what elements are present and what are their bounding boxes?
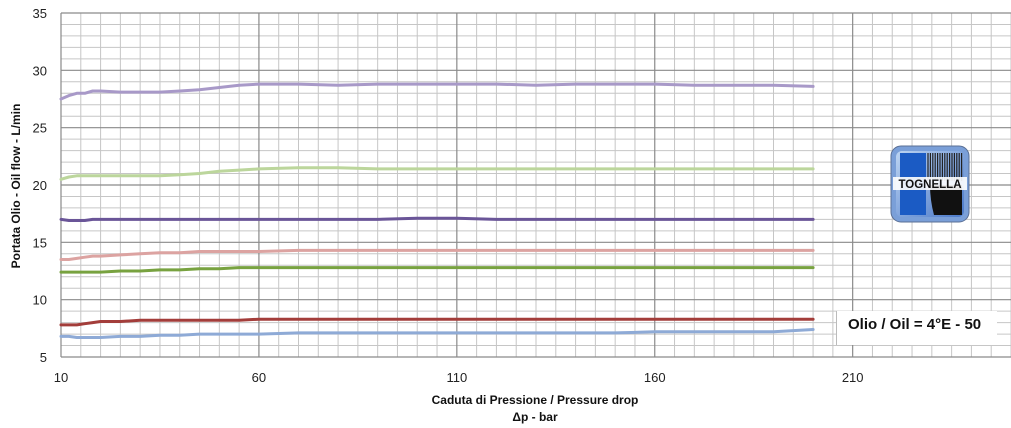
x-axis-title: Caduta di Pressione / Pressure drop — [432, 393, 639, 407]
y-tick-label: 15 — [33, 235, 47, 250]
x-tick-label: 160 — [644, 370, 666, 385]
x-tick-label: 60 — [252, 370, 266, 385]
series-lines — [59, 82, 815, 339]
x-tick-label: 210 — [842, 370, 864, 385]
tick-labels: 10 60 110 160 210 5 10 15 20 25 30 35 — [33, 6, 864, 385]
y-tick-label: 35 — [33, 6, 47, 21]
annotation-box — [836, 311, 997, 345]
x-tick-label: 110 — [446, 370, 467, 385]
x-axis-subtitle: Δp - bar — [512, 410, 558, 424]
x-tick-label: 10 — [54, 370, 68, 385]
series-line-6 — [59, 317, 815, 327]
series-line-4 — [59, 248, 815, 261]
major-gridlines — [60, 12, 1011, 358]
series-line-7 — [59, 328, 815, 339]
y-tick-label: 20 — [33, 178, 47, 193]
series-line-1 — [59, 82, 815, 101]
oil-annotation: Olio / Oil = 4°E - 50 — [848, 316, 982, 333]
y-tick-label: 10 — [33, 293, 47, 308]
series-line-5 — [59, 266, 815, 274]
y-tick-label: 5 — [40, 350, 47, 365]
series-line-2 — [59, 166, 815, 181]
series-line-3 — [59, 216, 815, 222]
y-tick-label: 30 — [33, 63, 47, 78]
tognella-logo: TOGNELLA — [890, 145, 970, 223]
svg-text:TOGNELLA: TOGNELLA — [898, 179, 961, 191]
y-axis-title: Portata Olio - Oil flow - L/min — [9, 104, 23, 269]
y-tick-label: 25 — [33, 121, 47, 136]
